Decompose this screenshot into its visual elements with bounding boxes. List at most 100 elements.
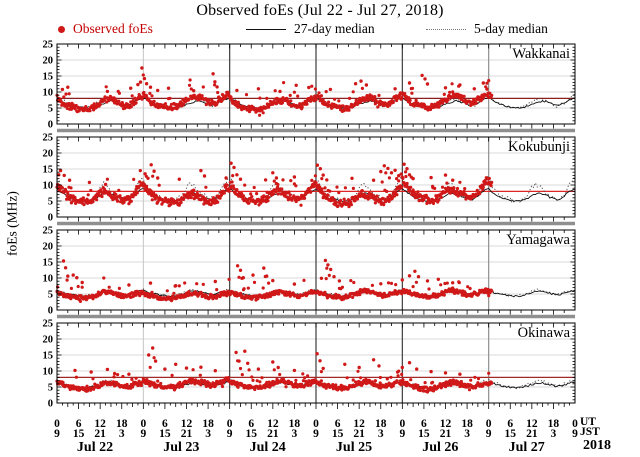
- year-label: 2018: [583, 438, 611, 453]
- station-label-okinawa: Okinawa: [518, 325, 571, 341]
- hour-label: 6: [162, 418, 168, 430]
- jst-label: JST: [580, 426, 600, 438]
- median5-line: [57, 174, 576, 205]
- observed-scatter: [55, 346, 494, 394]
- hour-label: 0: [572, 418, 578, 430]
- hour-label: 15: [159, 428, 171, 440]
- hour-label: 18: [289, 418, 301, 430]
- hour-label: 9: [399, 428, 405, 440]
- observed-scatter: [55, 258, 494, 303]
- y-tick-label: 25: [43, 226, 54, 237]
- hour-label: 18: [116, 418, 128, 430]
- y-tick-label: 15: [43, 165, 54, 176]
- panel-frame: [56, 136, 576, 218]
- panel-frame: [56, 43, 576, 125]
- hour-label: 9: [313, 428, 319, 440]
- hour-label: 3: [551, 428, 557, 440]
- hour-label: 6: [507, 418, 513, 430]
- observed-dot-icon: [58, 25, 65, 33]
- date-label: Jul 22: [77, 440, 113, 455]
- station-label-wakkanai: Wakkanai: [512, 46, 570, 62]
- hour-label: 12: [94, 418, 106, 430]
- hour-label: 21: [267, 428, 279, 440]
- hour-label: 0: [313, 418, 319, 430]
- station-label-yamagawa: Yamagawa: [506, 232, 570, 248]
- y-tick-label: 0: [48, 213, 53, 224]
- observed-scatter: [55, 66, 494, 117]
- median27-line: [56, 187, 576, 203]
- y-tick-label: 25: [43, 133, 54, 144]
- date-label: Jul 26: [422, 440, 458, 455]
- y-tick-label: 15: [43, 258, 54, 269]
- date-label: Jul 27: [509, 440, 545, 455]
- station-label-kokubunji: Kokubunji: [508, 139, 570, 155]
- hour-label: 15: [505, 428, 517, 440]
- panel-yamagawa: 0 5 10 15 20 25 Yamagawa: [43, 226, 576, 317]
- legend-observed-label: Observed foEs: [73, 21, 153, 36]
- solid-line-icon: [246, 28, 286, 30]
- hour-label: 18: [375, 418, 387, 430]
- hour-label: 15: [332, 428, 344, 440]
- hour-label: 12: [353, 418, 365, 430]
- y-tick-label: 0: [48, 120, 53, 131]
- y-tick-label: 25: [43, 40, 54, 51]
- legend-observed: Observed foEs: [58, 21, 153, 37]
- panel-okinawa: 0 5 10 15 20 25 Okinawa: [43, 319, 576, 410]
- hour-label: 21: [181, 428, 193, 440]
- legend-median27-label: 27-day median: [294, 21, 375, 36]
- y-tick-label: 25: [43, 319, 54, 330]
- hour-label: 0: [227, 418, 233, 430]
- panel-frame: [56, 229, 576, 311]
- median5-line: [56, 288, 576, 298]
- hour-label: 6: [421, 418, 427, 430]
- hour-label: 18: [202, 418, 214, 430]
- hour-label: 18: [548, 418, 560, 430]
- hour-label: 15: [246, 428, 258, 440]
- y-tick-label: 20: [43, 56, 54, 67]
- y-tick-label: 10: [43, 367, 54, 378]
- hour-label: 21: [440, 428, 452, 440]
- hour-label: 3: [378, 428, 384, 440]
- hour-label: 9: [140, 428, 146, 440]
- date-label: Jul 24: [250, 440, 286, 455]
- hour-label: 9: [486, 428, 492, 440]
- y-tick-label: 20: [43, 149, 54, 160]
- panel-wakkanai: 0 5 10 15 20 25 Wakkanai: [43, 40, 576, 131]
- legend-median5-label: 5-day median: [474, 21, 548, 36]
- hour-label: 3: [205, 428, 211, 440]
- hour-label: 15: [73, 428, 85, 440]
- y-tick-label: 5: [48, 383, 53, 394]
- y-axis-label: foEs (MHz): [4, 191, 20, 256]
- page-title: Observed foEs (Jul 22 - Jul 27, 2018): [196, 2, 444, 19]
- hour-label: 12: [267, 418, 279, 430]
- date-label: Jul 23: [163, 440, 199, 455]
- hour-label: 21: [353, 428, 365, 440]
- panel-kokubunji: 0 5 10 15 20 25 Kokubunji: [43, 133, 576, 224]
- hour-label: 9: [227, 428, 233, 440]
- hour-label: 12: [440, 418, 452, 430]
- y-tick-label: 15: [43, 72, 54, 83]
- y-tick-label: 5: [48, 197, 53, 208]
- y-tick-label: 5: [48, 104, 53, 115]
- y-tick-label: 5: [48, 290, 53, 301]
- y-tick-label: 0: [48, 306, 53, 317]
- hour-label: 12: [526, 418, 538, 430]
- hour-label: 12: [181, 418, 193, 430]
- hour-label: 6: [76, 418, 82, 430]
- hour-label: 0: [140, 418, 146, 430]
- ut-label: UT: [580, 416, 596, 428]
- hour-label: 21: [526, 428, 538, 440]
- dotted-line-icon: [426, 28, 466, 30]
- y-tick-label: 20: [43, 335, 54, 346]
- hour-label: 3: [119, 428, 125, 440]
- y-tick-label: 10: [43, 274, 54, 285]
- hour-label: 0: [399, 418, 405, 430]
- y-tick-label: 0: [48, 399, 53, 410]
- hour-label: 21: [94, 428, 106, 440]
- hour-label: 6: [248, 418, 254, 430]
- y-tick-label: 20: [43, 242, 54, 253]
- hour-label: 15: [418, 428, 430, 440]
- hour-label: 6: [335, 418, 341, 430]
